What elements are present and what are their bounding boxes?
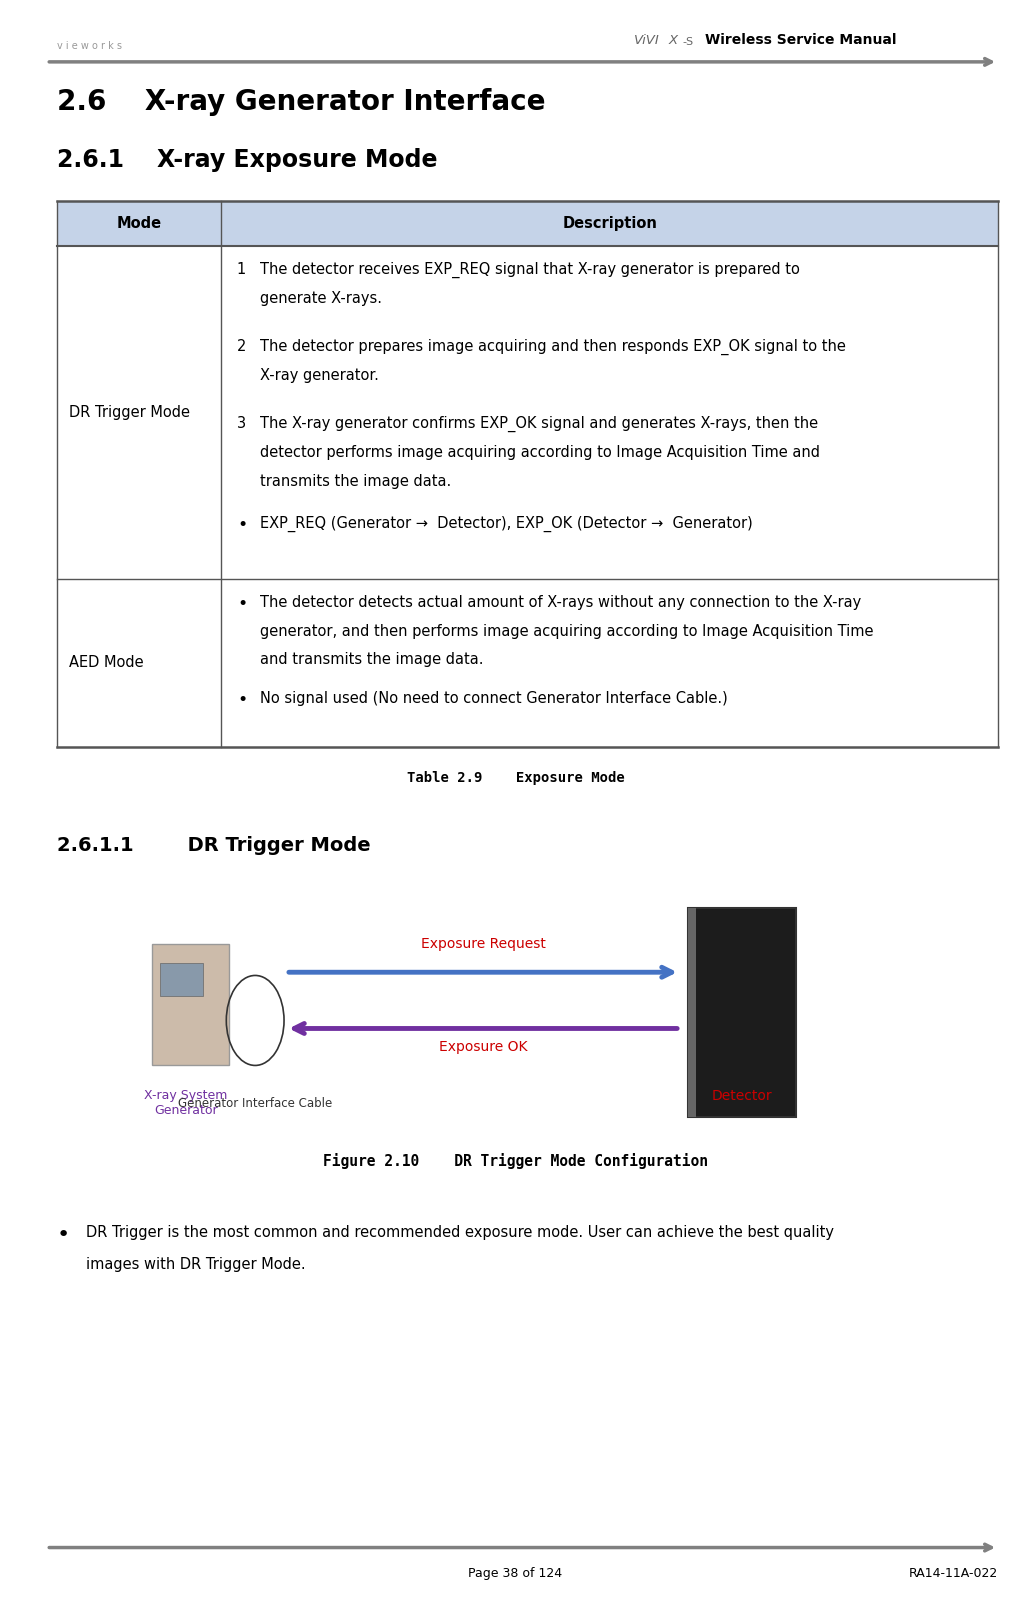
Text: EXP_REQ (Generator →  Detector), EXP_OK (Detector →  Generator): EXP_REQ (Generator → Detector), EXP_OK (… bbox=[260, 516, 753, 532]
Text: DR Trigger Mode: DR Trigger Mode bbox=[69, 405, 190, 419]
Text: Figure 2.10    DR Trigger Mode Configuration: Figure 2.10 DR Trigger Mode Configuratio… bbox=[323, 1154, 708, 1168]
Text: •: • bbox=[237, 691, 247, 709]
Text: generate X-rays.: generate X-rays. bbox=[260, 291, 381, 305]
Text: No signal used (No need to connect Generator Interface Cable.): No signal used (No need to connect Gener… bbox=[260, 691, 727, 705]
Text: AED Mode: AED Mode bbox=[69, 656, 143, 670]
Bar bbox=[161, 963, 203, 996]
Bar bbox=[689, 908, 796, 1117]
Text: 3: 3 bbox=[237, 416, 246, 431]
Text: Mode: Mode bbox=[117, 215, 162, 231]
Text: RA14-11A-022: RA14-11A-022 bbox=[908, 1567, 998, 1580]
Text: X-ray System
Generator: X-ray System Generator bbox=[144, 1090, 227, 1117]
Text: The detector detects actual amount of X-rays without any connection to the X-ray: The detector detects actual amount of X-… bbox=[260, 595, 861, 609]
Text: •: • bbox=[237, 516, 247, 534]
Text: The detector prepares image acquiring and then responds EXP_OK signal to the: The detector prepares image acquiring an… bbox=[260, 339, 845, 355]
Text: generator, and then performs image acquiring according to Image Acquisition Time: generator, and then performs image acqui… bbox=[260, 624, 873, 638]
Text: Exposure Request: Exposure Request bbox=[421, 937, 545, 951]
Text: 2.6.1.1        DR Trigger Mode: 2.6.1.1 DR Trigger Mode bbox=[57, 836, 370, 855]
Text: v i e w o r k s: v i e w o r k s bbox=[57, 40, 122, 50]
Bar bbox=[57, 201, 998, 246]
Text: Description: Description bbox=[562, 215, 657, 231]
Bar bbox=[689, 908, 697, 1117]
Text: DR Trigger is the most common and recommended exposure mode. User can achieve th: DR Trigger is the most common and recomm… bbox=[86, 1225, 834, 1241]
Text: Exposure OK: Exposure OK bbox=[439, 1040, 527, 1054]
Text: The X-ray generator confirms EXP_OK signal and generates X-rays, then the: The X-ray generator confirms EXP_OK sign… bbox=[260, 416, 818, 432]
Text: Detector: Detector bbox=[712, 1090, 772, 1102]
Text: images with DR Trigger Mode.: images with DR Trigger Mode. bbox=[86, 1257, 305, 1273]
Text: ViVI: ViVI bbox=[634, 34, 660, 47]
Text: 2.6    X-ray Generator Interface: 2.6 X-ray Generator Interface bbox=[57, 88, 545, 116]
Text: •: • bbox=[237, 595, 247, 612]
Bar bbox=[153, 943, 229, 1064]
Text: 1: 1 bbox=[237, 262, 246, 276]
Text: -S: -S bbox=[683, 37, 694, 47]
Text: •: • bbox=[57, 1225, 70, 1245]
Text: 2: 2 bbox=[237, 339, 246, 354]
Text: transmits the image data.: transmits the image data. bbox=[260, 474, 451, 489]
Text: X-ray generator.: X-ray generator. bbox=[260, 368, 378, 382]
Text: X: X bbox=[668, 34, 677, 47]
Text: 2.6.1    X-ray Exposure Mode: 2.6.1 X-ray Exposure Mode bbox=[57, 148, 437, 172]
Text: and transmits the image data.: and transmits the image data. bbox=[260, 652, 484, 667]
Text: The detector receives EXP_REQ signal that X-ray generator is prepared to: The detector receives EXP_REQ signal tha… bbox=[260, 262, 799, 278]
Text: Wireless Service Manual: Wireless Service Manual bbox=[705, 34, 897, 48]
Text: Page 38 of 124: Page 38 of 124 bbox=[468, 1567, 563, 1580]
Text: Table 2.9    Exposure Mode: Table 2.9 Exposure Mode bbox=[406, 771, 625, 786]
Text: Generator Interface Cable: Generator Interface Cable bbox=[178, 1096, 332, 1110]
Text: detector performs image acquiring according to Image Acquisition Time and: detector performs image acquiring accord… bbox=[260, 445, 820, 460]
